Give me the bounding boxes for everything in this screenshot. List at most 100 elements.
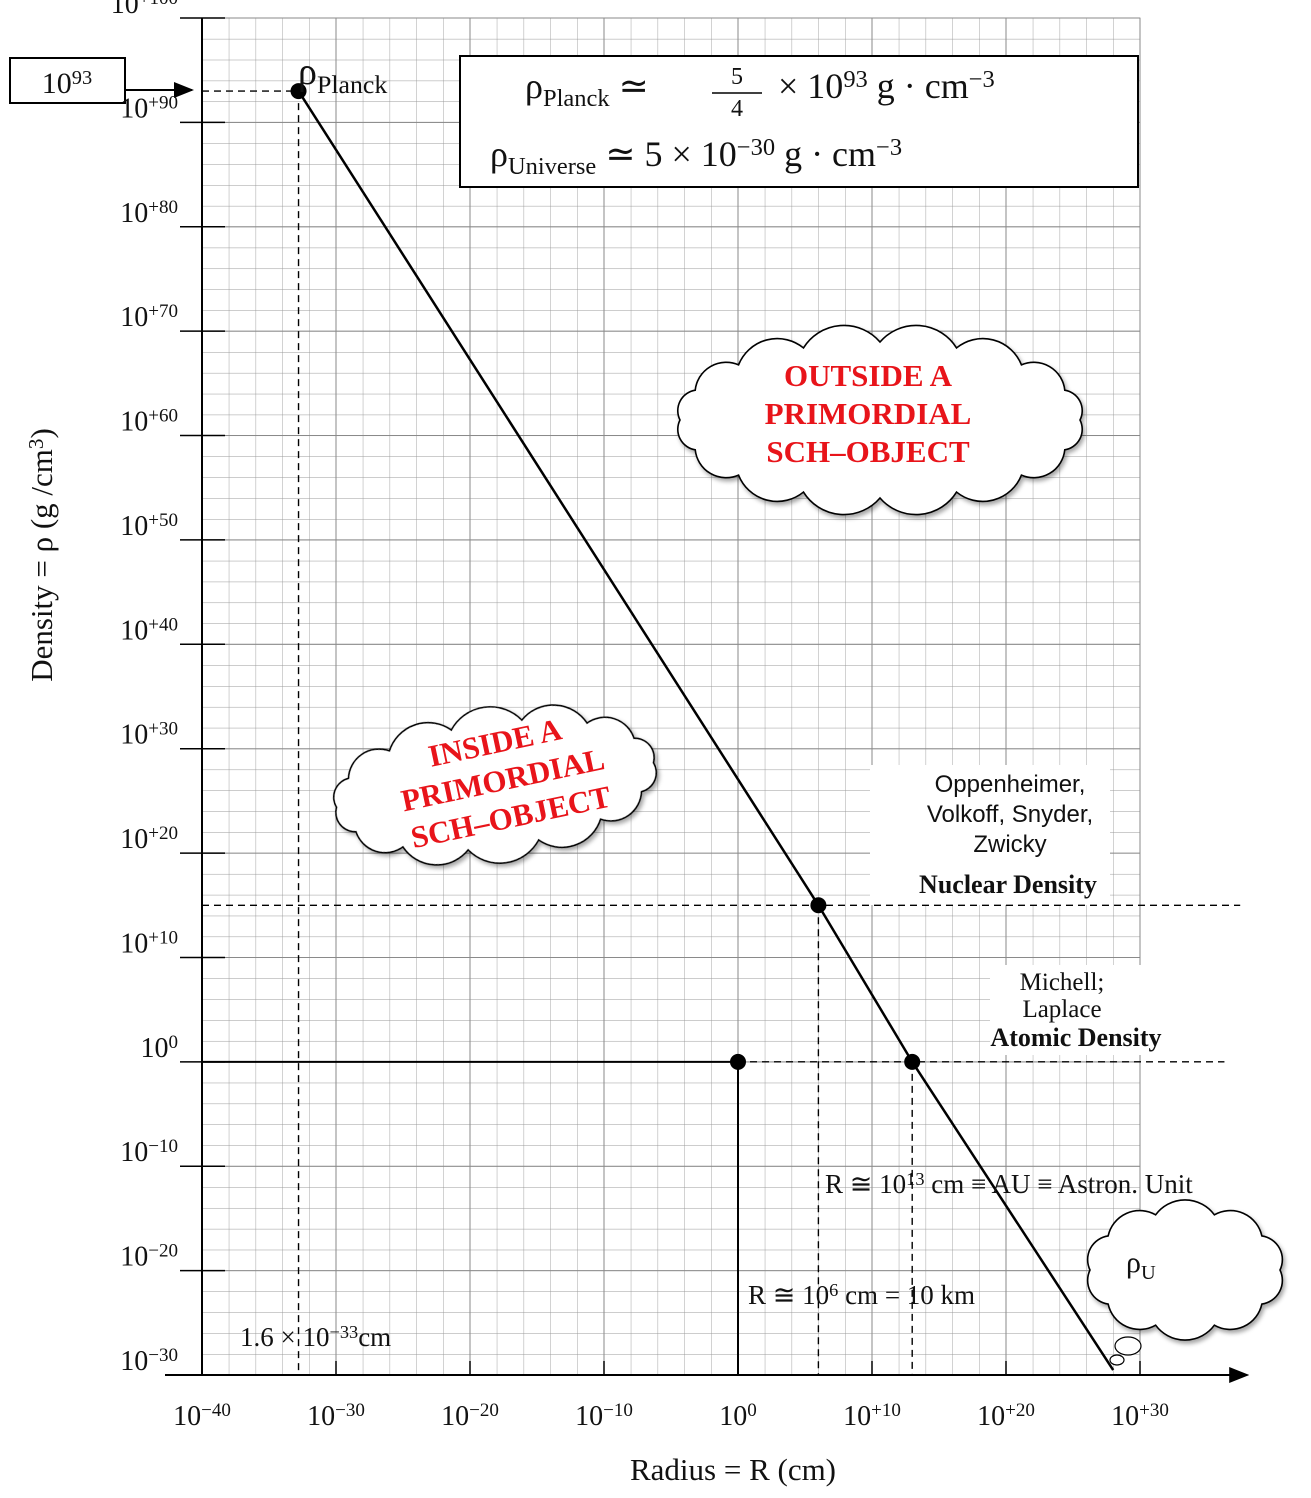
annotation: Nuclear Density: [919, 870, 1097, 899]
x-tick-label: 10−10: [575, 1400, 633, 1432]
text-part: 10: [719, 1401, 747, 1432]
text-part: 1.6 × 10: [240, 1322, 329, 1352]
text-part: g · cm: [868, 66, 969, 106]
y-axis-label: Density = ρ (g /cm3): [24, 428, 59, 682]
cloud: [332, 704, 658, 866]
text-part: 10: [1111, 1401, 1139, 1432]
text-part: ≃: [610, 66, 649, 106]
annotation: × 1093 g · cm−3: [778, 66, 995, 106]
annotation: 4: [731, 96, 743, 122]
y-tick-label: 10+30: [120, 719, 178, 751]
annotation: ρUniverse ≃ 5 × 10−30 g · cm−3: [490, 134, 902, 180]
y-tick-label: 10+20: [120, 824, 178, 856]
marker: [904, 1053, 921, 1070]
text-part: U: [1141, 1262, 1156, 1284]
text-part: 10: [42, 67, 72, 100]
text-part: +20: [1005, 1400, 1035, 1421]
text-part: −20: [469, 1400, 499, 1421]
text-part: 10: [111, 0, 139, 20]
x-tick-label: 10−20: [441, 1400, 499, 1432]
text-part: 10: [441, 1401, 469, 1432]
annotation: Michell;: [1020, 969, 1105, 996]
text-part: 10: [120, 407, 148, 438]
text-part: 93: [843, 66, 867, 93]
text-part: −30: [335, 1400, 365, 1421]
x-tick-label: 10−40: [173, 1400, 231, 1432]
text-part: −3: [969, 66, 995, 93]
text-part: +10: [871, 1400, 901, 1421]
y-tick-label: 10+100: [111, 0, 178, 20]
annotation: Laplace: [1022, 996, 1101, 1023]
y-tick-label: 100: [140, 1032, 178, 1064]
text-part: ρ: [525, 66, 543, 106]
text-part: −10: [148, 1137, 178, 1158]
y-tick-label: 10−10: [120, 1137, 178, 1169]
text-part: 10: [173, 1401, 201, 1432]
x-tick-label: 10−30: [307, 1400, 365, 1432]
text-part: Planck: [317, 70, 387, 99]
text-part: −40: [201, 1400, 231, 1421]
text-part: 0: [747, 1400, 757, 1421]
text-part: +100: [139, 0, 178, 9]
annotation: R ≅ 1013 cm ≡ AU ≡ Astron. Unit: [825, 1169, 1193, 1199]
y-tick-label: 10+80: [120, 197, 178, 229]
annotation: Volkoff, Snyder,: [927, 801, 1093, 828]
text-part: R ≅ 10: [748, 1280, 829, 1310]
text-part: g · cm: [775, 134, 876, 174]
text-part: +70: [148, 302, 178, 323]
cloud: [677, 324, 1083, 516]
text-part: +30: [148, 719, 178, 740]
y-tick-label: 10+40: [120, 615, 178, 647]
text-part: R ≅ 10: [825, 1169, 906, 1199]
text-part: 10: [120, 928, 148, 959]
cloud-label: OUTSIDE A: [784, 358, 953, 393]
data-line: [297, 90, 1115, 1371]
text-part: 10: [120, 302, 148, 333]
text-part: 10: [307, 1401, 335, 1432]
annotation: 1.6 × 10−33cm: [240, 1322, 391, 1352]
text-part: ρ: [298, 51, 317, 93]
text-part: 3: [24, 439, 48, 450]
text-part: 10: [120, 824, 148, 855]
y-tick-label: 10+10: [120, 928, 178, 960]
text-part: 0: [168, 1032, 178, 1053]
minor-grid: [201, 17, 1141, 1376]
y-tick-label: 10+70: [120, 302, 178, 334]
text-part: ≃ 5 × 10: [596, 134, 736, 174]
x-tick-label: 10+10: [843, 1400, 901, 1432]
text-part: +10: [148, 928, 178, 949]
marker: [810, 897, 827, 914]
marker: [730, 1053, 746, 1070]
annotation: Atomic Density: [990, 1023, 1161, 1052]
text-part: +20: [148, 824, 178, 845]
text-part: Density = ρ (g /cm: [24, 449, 59, 682]
x-tick-label: 10+30: [1111, 1400, 1169, 1432]
cloud: [1086, 1199, 1284, 1341]
y-tick-label: 10+90: [120, 93, 178, 125]
text-part: +40: [148, 615, 178, 636]
text-part: 10: [120, 511, 148, 542]
text-part: +60: [148, 406, 178, 427]
text-part: +30: [1139, 1400, 1169, 1421]
cloud-label: PRIMORDIAL: [765, 396, 972, 431]
label-background: [990, 965, 1170, 1055]
y-tick-label: 10−20: [120, 1241, 178, 1273]
text-part: 10: [120, 615, 148, 646]
text-part: 10: [120, 1346, 148, 1377]
text-part: 10: [120, 1242, 148, 1273]
text-part: +80: [148, 197, 178, 218]
y-tick-label: 10+60: [120, 406, 178, 438]
small-cloud: [1114, 1336, 1142, 1356]
annotation: Oppenheimer,: [935, 771, 1086, 798]
text-part: −30: [737, 134, 775, 161]
text-part: 10: [977, 1401, 1005, 1432]
annotation: ρPlanck: [298, 51, 387, 99]
text-part: 10: [140, 1033, 168, 1064]
text-part: 6: [829, 1280, 838, 1300]
x-tick-label: 10+20: [977, 1400, 1035, 1432]
text-part: cm = 10 km: [838, 1280, 975, 1310]
x-axis-label: Radius = R (cm): [630, 1452, 836, 1487]
text-part: cm: [358, 1322, 391, 1352]
text-part: 10: [120, 198, 148, 229]
annotation: ρPlanck ≃: [525, 66, 649, 112]
